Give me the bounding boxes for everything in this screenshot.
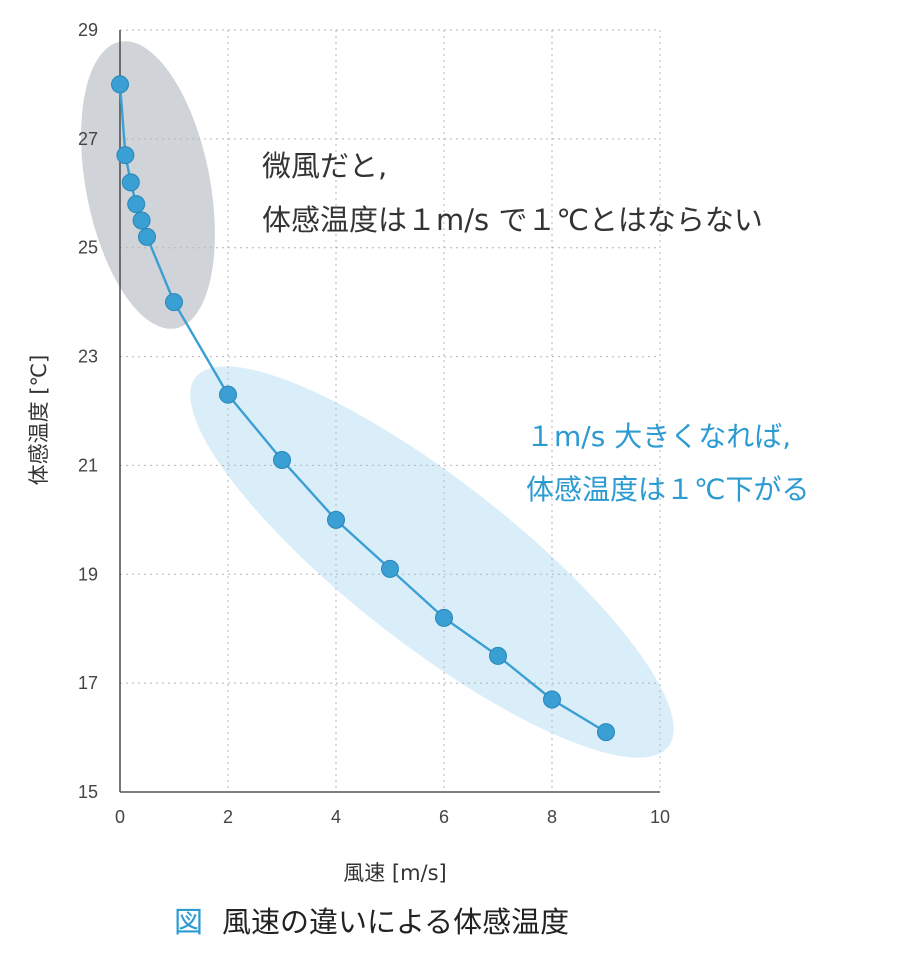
y-tick-label: 25 <box>78 238 98 258</box>
data-point <box>127 195 146 214</box>
data-point <box>121 173 140 192</box>
x-tick-label: 2 <box>223 807 233 827</box>
y-tick-label: 27 <box>78 129 98 149</box>
data-point <box>327 510 345 529</box>
data-point <box>597 723 615 742</box>
y-tick-label: 17 <box>78 673 98 693</box>
highlight-layer <box>81 41 674 758</box>
y-tick-label: 19 <box>78 564 98 584</box>
x-tick-label: 0 <box>115 807 125 827</box>
y-tick-label: 29 <box>78 20 98 40</box>
x-tick-label: 10 <box>650 807 670 827</box>
highlight-blue-ellipse <box>190 366 674 758</box>
data-point <box>219 385 237 404</box>
tick-layer: 0 2 4 6 8 10 15 17 19 21 23 25 27 29 <box>78 20 670 827</box>
data-point <box>165 293 183 312</box>
grid-layer <box>120 29 661 792</box>
annotation-gray-line1: 微風だと, <box>262 149 387 183</box>
data-point <box>138 227 156 246</box>
highlight-gray-ellipse <box>81 41 215 329</box>
caption-mark: 図 <box>174 905 203 939</box>
x-tick-label: 4 <box>331 807 341 827</box>
data-point <box>543 690 561 709</box>
annotation-blue-line1: １m/s 大きくなれば, <box>526 420 791 453</box>
x-axis-label: 風速 [m/s] <box>343 861 447 885</box>
figure-caption: 風速の違いによる体感温度 <box>222 905 569 939</box>
data-point <box>435 608 453 627</box>
data-point <box>116 146 135 165</box>
y-axis-label: 体感温度 [℃] <box>27 355 51 486</box>
series-layer <box>111 75 615 742</box>
data-point <box>273 450 291 469</box>
y-tick-label: 15 <box>78 782 98 802</box>
annotation-gray-line2: 体感温度は１m/s で１℃とはならない <box>262 203 763 237</box>
data-point <box>489 646 507 665</box>
data-point <box>132 211 151 230</box>
data-point <box>381 559 399 578</box>
x-tick-label: 6 <box>439 807 449 827</box>
y-tick-label: 23 <box>78 347 98 367</box>
y-tick-label: 21 <box>78 455 98 475</box>
data-point <box>111 75 129 94</box>
annotation-blue-line2: 体感温度は１℃下がる <box>526 473 809 506</box>
x-tick-label: 8 <box>547 807 557 827</box>
